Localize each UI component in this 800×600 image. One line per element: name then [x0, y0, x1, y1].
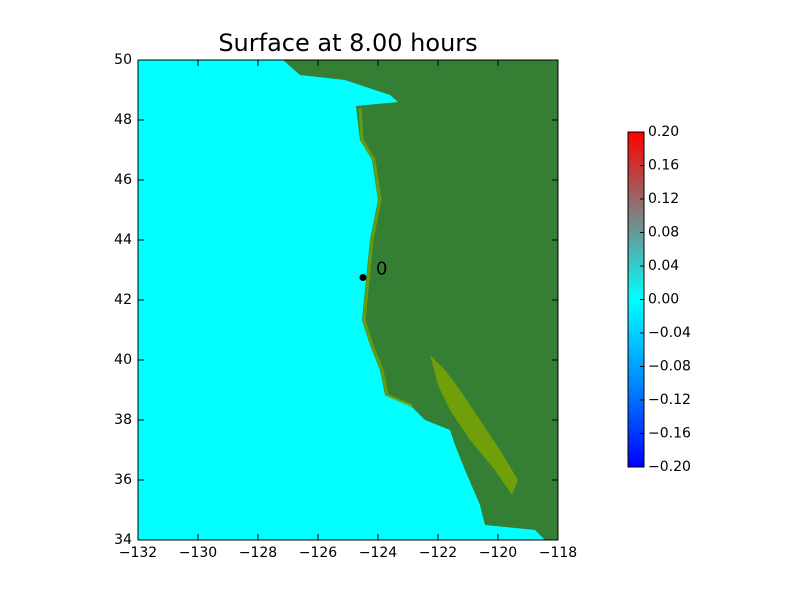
x-tick-label: −122	[419, 545, 457, 561]
colorbar-tick-label: −0.20	[648, 459, 691, 475]
x-tick-label: −120	[479, 545, 517, 561]
y-tick-label: 40	[114, 352, 132, 368]
map	[138, 60, 558, 540]
colorbar-tick-label: 0.16	[648, 158, 679, 174]
x-tick-label: −130	[179, 545, 217, 561]
colorbar-tick-label: 0.08	[648, 225, 679, 241]
coast-shallow	[358, 107, 413, 408]
gauge-point	[359, 274, 367, 281]
y-tick-label: 42	[114, 292, 132, 308]
x-tick-label: −126	[299, 545, 338, 561]
colorbar-tick-label: 0.00	[648, 292, 679, 308]
colorbar-tick-label: −0.08	[648, 359, 691, 375]
y-tick-label: 34	[114, 532, 132, 548]
y-tick-label: 48	[114, 112, 132, 128]
gauge-label: 0	[376, 259, 387, 280]
chart-title: Surface at 8.00 hours	[218, 29, 477, 57]
x-tick-label: −132	[119, 545, 157, 561]
colorbar-tick-label: 0.04	[648, 258, 679, 274]
x-tick-label: −118	[539, 545, 577, 561]
x-tick-label: −128	[239, 545, 277, 561]
y-tick-label: 38	[114, 412, 132, 428]
y-tick-label: 44	[114, 232, 132, 248]
colorbar-tick-label: 0.20	[648, 124, 679, 140]
ocean	[138, 60, 545, 540]
x-tick-label: −124	[359, 545, 398, 561]
colorbar-tick-label: −0.16	[648, 426, 691, 442]
y-tick-label: 50	[114, 52, 132, 68]
y-tick-label: 36	[114, 472, 132, 488]
y-tick-label: 46	[114, 172, 132, 188]
valley	[430, 355, 518, 495]
colorbar-tick-label: 0.12	[648, 191, 679, 207]
colorbar-tick-label: −0.04	[648, 325, 691, 341]
colorbar-tick-label: −0.12	[648, 392, 691, 408]
